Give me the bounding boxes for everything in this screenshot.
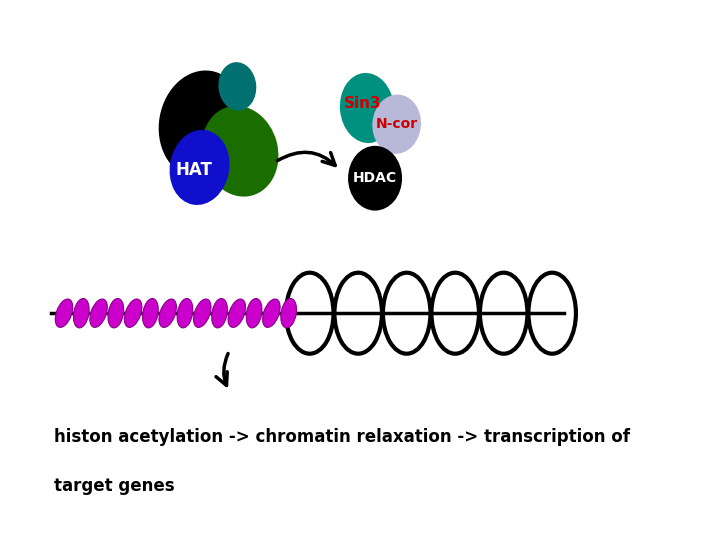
Ellipse shape [108, 299, 124, 328]
Ellipse shape [170, 130, 230, 205]
Text: Sin3: Sin3 [344, 96, 382, 111]
Text: target genes: target genes [54, 477, 174, 495]
Text: histon acetylation -> chromatin relaxation -> transcription of: histon acetylation -> chromatin relaxati… [54, 428, 630, 447]
Ellipse shape [202, 106, 279, 197]
Ellipse shape [263, 299, 280, 327]
Ellipse shape [55, 299, 73, 327]
Text: HDAC: HDAC [353, 171, 397, 185]
Ellipse shape [177, 299, 193, 328]
Text: HAT: HAT [176, 161, 212, 179]
Ellipse shape [158, 71, 246, 178]
Ellipse shape [143, 299, 158, 328]
Ellipse shape [194, 299, 211, 327]
Ellipse shape [212, 299, 228, 328]
Text: N-cor: N-cor [376, 117, 418, 131]
Ellipse shape [159, 299, 176, 327]
Ellipse shape [73, 299, 89, 328]
Ellipse shape [281, 299, 297, 328]
Ellipse shape [372, 94, 421, 154]
Ellipse shape [348, 146, 402, 211]
Ellipse shape [90, 299, 107, 327]
Ellipse shape [228, 299, 246, 327]
Ellipse shape [340, 73, 394, 143]
Ellipse shape [218, 62, 256, 111]
Ellipse shape [125, 299, 142, 327]
Ellipse shape [246, 299, 262, 328]
